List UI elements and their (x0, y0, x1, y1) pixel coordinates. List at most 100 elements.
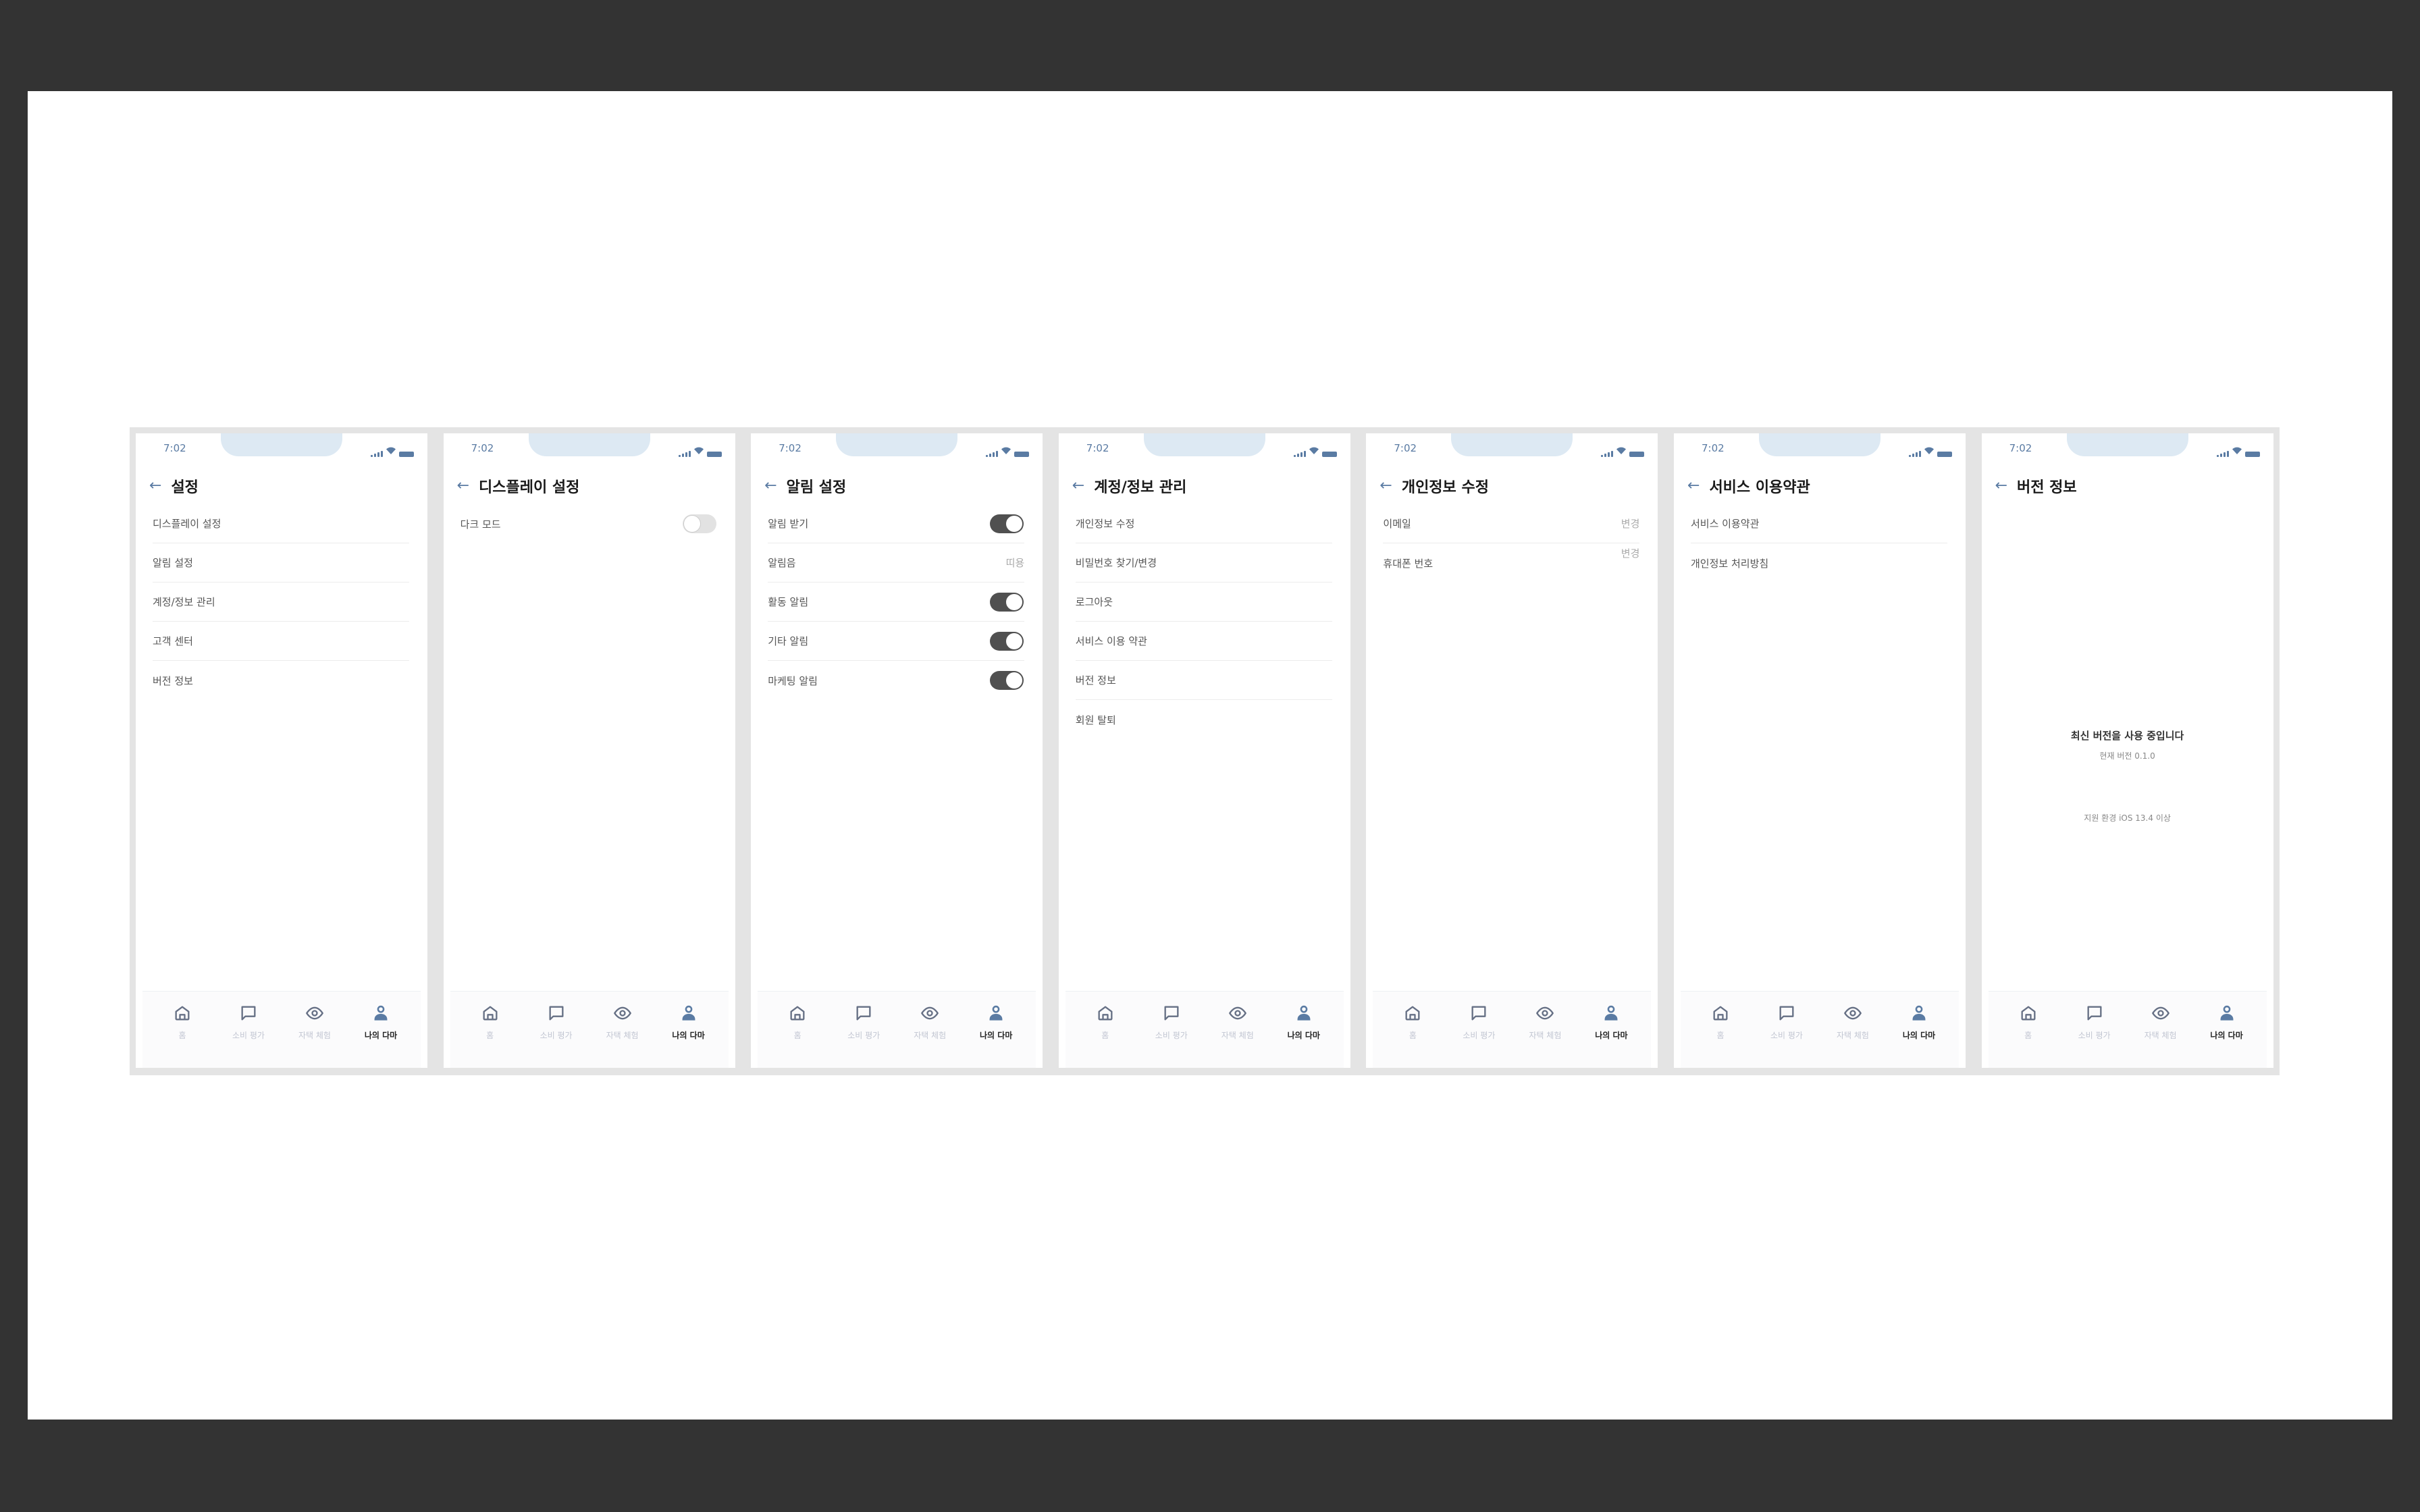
list-item[interactable]: 알림 설정 (153, 543, 409, 583)
signal-icon (1601, 451, 1614, 457)
list-item[interactable]: 계정/정보 관리 (153, 583, 409, 622)
nav-item[interactable]: 자택 체험 (899, 992, 960, 1068)
page-title: 개인정보 수정 (1401, 479, 1489, 496)
nav-item[interactable]: 자택 체험 (284, 992, 345, 1068)
phone-screen: 7:02 ← 알림 설정 알림 받기 알림음 띠용 활동 알림 기타 알림 마케팅 알림 홈 소비 … (751, 433, 1043, 1068)
status-time: 7:02 (471, 442, 494, 454)
status-time: 7:02 (2009, 442, 2032, 454)
list-item[interactable]: 휴대폰 번호 변경 (1383, 543, 1639, 583)
back-arrow-icon[interactable]: ← (456, 477, 470, 494)
back-arrow-icon[interactable]: ← (1072, 477, 1085, 494)
signal-icon (1293, 451, 1306, 457)
nav-item[interactable]: 소비 평가 (526, 992, 587, 1068)
nav-item[interactable]: 자택 체험 (2130, 992, 2191, 1068)
nav-item[interactable]: 홈 (1690, 992, 1751, 1068)
list-item-label: 비밀번호 찾기/변경 (1075, 557, 1157, 569)
back-arrow-icon[interactable]: ← (1687, 477, 1700, 494)
nav-item[interactable]: 자택 체험 (1207, 992, 1268, 1068)
toggle-switch[interactable] (990, 671, 1024, 690)
battery-icon (706, 452, 722, 457)
list-item[interactable]: 활동 알림 (768, 583, 1025, 622)
list-item[interactable]: 비밀번호 찾기/변경 (1075, 543, 1332, 583)
list-item[interactable]: 서비스 이용약관 (1691, 504, 1947, 543)
list-item[interactable]: 회원 탈퇴 (1076, 700, 1332, 739)
nav-item[interactable]: 나의 다마 (658, 992, 719, 1068)
nav-item[interactable]: 홈 (1075, 992, 1136, 1068)
list-item-label: 회원 탈퇴 (1075, 713, 1116, 726)
nav-item[interactable]: 소비 평가 (2064, 992, 2125, 1068)
nav-item[interactable]: 나의 다마 (350, 992, 411, 1068)
list-item[interactable]: 개인정보 처리방침 (1691, 543, 1947, 583)
eye-icon (1535, 1004, 1554, 1025)
user-icon (1294, 1004, 1313, 1025)
list-item[interactable]: 버전 정보 (153, 661, 409, 700)
nav-item[interactable]: 홈 (767, 992, 828, 1068)
status-icons (1909, 444, 1952, 457)
list-item-label: 고객 센터 (153, 635, 193, 647)
nav-item[interactable]: 소비 평가 (1756, 992, 1817, 1068)
change-value[interactable]: 띠용 (1005, 557, 1025, 569)
toggle-switch[interactable] (990, 631, 1024, 651)
toggle-switch[interactable] (682, 514, 716, 533)
list-item[interactable]: 기타 알림 (768, 622, 1025, 661)
header: ← 계정/정보 관리 (1072, 475, 1187, 497)
nav-item[interactable]: 소비 평가 (833, 992, 894, 1068)
settings-list: 이메일 변경 휴대폰 번호 변경 (1383, 504, 1640, 583)
nav-label: 나의 다마 (1287, 1031, 1320, 1040)
nav-label: 자택 체험 (1529, 1031, 1562, 1040)
nav-item[interactable]: 나의 다마 (1889, 992, 1949, 1068)
list-item[interactable]: 버전 정보 (1075, 661, 1332, 700)
header: ← 설정 (149, 475, 199, 497)
list-item[interactable]: 마케팅 알림 (768, 661, 1024, 700)
nav-item[interactable]: 홈 (1998, 992, 2059, 1068)
back-arrow-icon[interactable]: ← (1995, 477, 2008, 494)
wifi-icon (1616, 444, 1627, 457)
signal-icon (2216, 451, 2229, 457)
change-value[interactable]: 변경 (1621, 547, 1640, 560)
nav-item[interactable]: 나의 다마 (966, 992, 1026, 1068)
chat-bubble-icon (854, 1004, 873, 1025)
toggle-switch[interactable] (990, 592, 1024, 612)
list-item[interactable]: 이메일 변경 (1383, 504, 1640, 543)
back-arrow-icon[interactable]: ← (149, 477, 162, 494)
list-item[interactable]: 고객 센터 (153, 622, 409, 661)
nav-item[interactable]: 홈 (1382, 992, 1443, 1068)
settings-list: 다크 모드 (461, 504, 717, 543)
nav-item[interactable]: 홈 (460, 992, 521, 1068)
nav-item[interactable]: 나의 다마 (1273, 992, 1334, 1068)
list-item[interactable]: 다크 모드 (461, 504, 717, 543)
list-item[interactable]: 서비스 이용 약관 (1075, 622, 1332, 661)
bottom-nav: 홈 소비 평가 자택 체험 나의 다마 (450, 991, 729, 1068)
status-icons (678, 444, 722, 457)
list-item[interactable]: 개인정보 수정 (1075, 504, 1332, 543)
toggle-switch[interactable] (990, 514, 1024, 533)
list-item[interactable]: 디스플레이 설정 (153, 504, 409, 543)
nav-item[interactable]: 홈 (152, 992, 213, 1068)
change-value[interactable]: 변경 (1621, 518, 1640, 530)
nav-item[interactable]: 소비 평가 (1448, 992, 1509, 1068)
home-icon (1403, 1004, 1422, 1025)
home-icon (173, 1004, 192, 1025)
nav-item[interactable]: 소비 평가 (1141, 992, 1202, 1068)
list-item-label: 알림 받기 (768, 518, 809, 530)
list-item[interactable]: 로그아웃 (1075, 583, 1332, 622)
list-item[interactable]: 알림음 띠용 (768, 543, 1025, 583)
bottom-nav: 홈 소비 평가 자택 체험 나의 다마 (142, 991, 421, 1068)
status-time: 7:02 (1086, 442, 1109, 454)
eye-icon (305, 1004, 324, 1025)
nav-item[interactable]: 자택 체험 (1515, 992, 1575, 1068)
nav-item[interactable]: 나의 다마 (1581, 992, 1641, 1068)
nav-label: 나의 다마 (1902, 1031, 1936, 1040)
nav-item[interactable]: 자택 체험 (1822, 992, 1883, 1068)
eye-icon (613, 1004, 632, 1025)
nav-item[interactable]: 자택 체험 (592, 992, 653, 1068)
back-arrow-icon[interactable]: ← (764, 477, 777, 494)
home-icon (481, 1004, 500, 1025)
nav-item[interactable]: 나의 다마 (2197, 992, 2257, 1068)
nav-label: 홈 (793, 1031, 801, 1040)
header: ← 개인정보 수정 (1379, 475, 1489, 497)
back-arrow-icon[interactable]: ← (1379, 477, 1392, 494)
list-item[interactable]: 알림 받기 (768, 504, 1025, 543)
nav-item[interactable]: 소비 평가 (218, 992, 279, 1068)
